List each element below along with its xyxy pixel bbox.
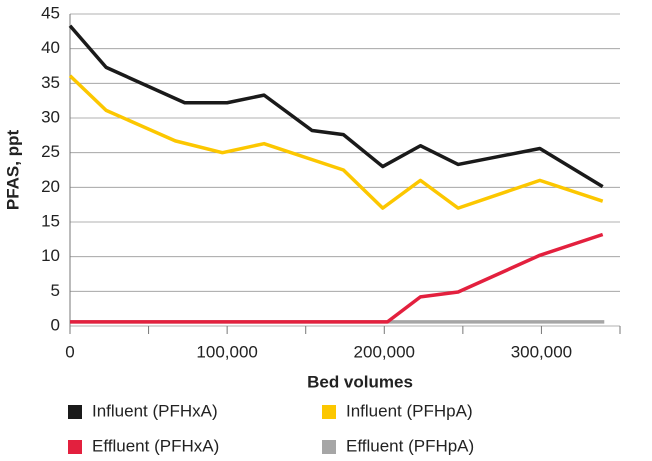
series-line: [68, 74, 604, 210]
x-tick-label: 100,000: [196, 342, 257, 361]
y-tick-label: 30: [41, 107, 60, 126]
legend-label: Effluent (PFHxA): [92, 436, 219, 455]
legend-swatch: [68, 405, 82, 419]
y-axis-label: PFAS, ppt: [3, 130, 22, 211]
y-tick-label: 10: [41, 246, 60, 265]
x-tick-label: 200,000: [354, 342, 415, 361]
legend-swatch: [68, 440, 82, 454]
legend-label: Influent (PFHxA): [92, 401, 218, 420]
y-tick-label: 20: [41, 177, 60, 196]
series-line: [68, 24, 604, 189]
y-tick-label: 15: [41, 211, 60, 230]
y-tick-label: 0: [51, 315, 60, 334]
x-axis-label: Bed volumes: [307, 372, 413, 391]
legend-label: Effluent (PFHpA): [346, 436, 474, 455]
y-tick-label: 40: [41, 38, 60, 57]
legend-swatch: [322, 440, 336, 454]
legend-label: Influent (PFHpA): [346, 401, 473, 420]
y-tick-label: 5: [51, 281, 60, 300]
y-tick-label: 25: [41, 142, 60, 161]
legend-swatch: [322, 405, 336, 419]
x-tick-label: 300,000: [511, 342, 572, 361]
y-tick-label: 45: [41, 3, 60, 22]
x-tick-label: 0: [65, 342, 74, 361]
series-line: [70, 232, 604, 324]
y-tick-label: 35: [41, 73, 60, 92]
